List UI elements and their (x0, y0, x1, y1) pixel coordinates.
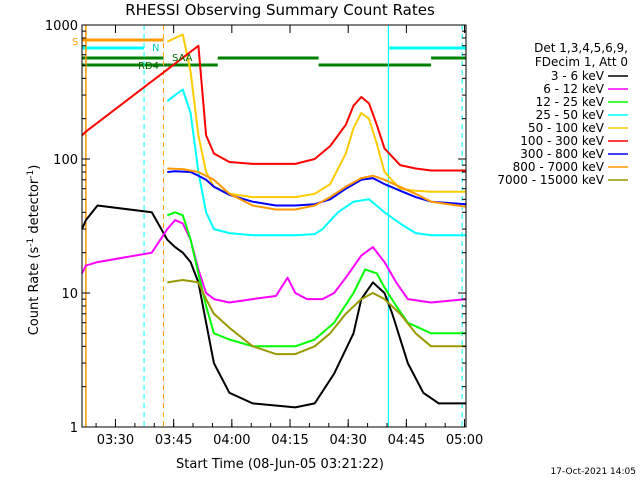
x-tick-label: 04:00 (213, 433, 250, 448)
legend-label-7: 300 - 800 keV (520, 147, 604, 161)
legend-header-line2: FDecim 1, Att 0 (535, 55, 628, 69)
legend-label-8: 800 - 7000 keV (513, 160, 605, 174)
x-tick-label: 03:30 (97, 433, 134, 448)
series-line-6 (81, 44, 466, 172)
y-axis-label-exp2: -1 (26, 170, 36, 179)
series-line-1 (81, 204, 466, 409)
y-axis-label-part1: Count Rate (s (27, 247, 42, 336)
y-tick-label: 1 (70, 421, 78, 436)
series-line-2 (81, 219, 467, 304)
series-line-9 (167, 279, 466, 356)
series-line-8 (167, 167, 467, 211)
legend-label-4: 25 - 50 keV (536, 108, 605, 122)
legend-label-1: 3 - 6 keV (551, 69, 605, 83)
legend-header-line1: Det 1,3,4,5,6,9, (534, 41, 628, 55)
y-tick-label: 100 (53, 153, 78, 168)
legend-label-9: 7000 - 15000 keV (497, 173, 604, 187)
chart-title: RHESSI Observing Summary Count Rates (125, 1, 435, 19)
x-axis-label: Start Time (08-Jun-05 03:21:22) (176, 457, 384, 472)
series-line-3 (166, 211, 466, 348)
flag-label-saa: SAA (172, 53, 193, 64)
y-axis-label-exp1: -1 (26, 238, 36, 247)
series-line-5 (166, 33, 466, 199)
x-tick-label: 04:45 (388, 433, 425, 448)
series-line-7 (167, 170, 467, 207)
legend-label-2: 6 - 12 keV (543, 82, 605, 96)
legend-label-5: 50 - 100 keV (528, 121, 605, 135)
y-axis-label: Count Rate (s-1 detector-1) (26, 165, 42, 336)
flag-label-s: S (72, 37, 78, 48)
flag-label-n: N (152, 43, 159, 54)
legend-label-6: 100 - 300 keV (520, 134, 604, 148)
y-axis-label-part3: ) (27, 165, 42, 170)
x-tick-label: 04:15 (271, 433, 308, 448)
x-tick-label: 04:30 (329, 433, 366, 448)
plot-frame (81, 24, 467, 428)
y-axis-label-part2: detector (27, 178, 42, 238)
legend-label-3: 12 - 25 keV (536, 95, 605, 109)
timestamp: 17-Oct-2021 14:05 (551, 467, 636, 477)
x-tick-label: 03:45 (155, 433, 192, 448)
flag-label-rd4: RD4 (138, 61, 159, 72)
y-tick-label: 10 (61, 287, 78, 302)
y-tick-label: 1000 (45, 19, 78, 34)
x-tick-label: 05:00 (446, 433, 483, 448)
series-line-4 (166, 88, 466, 237)
